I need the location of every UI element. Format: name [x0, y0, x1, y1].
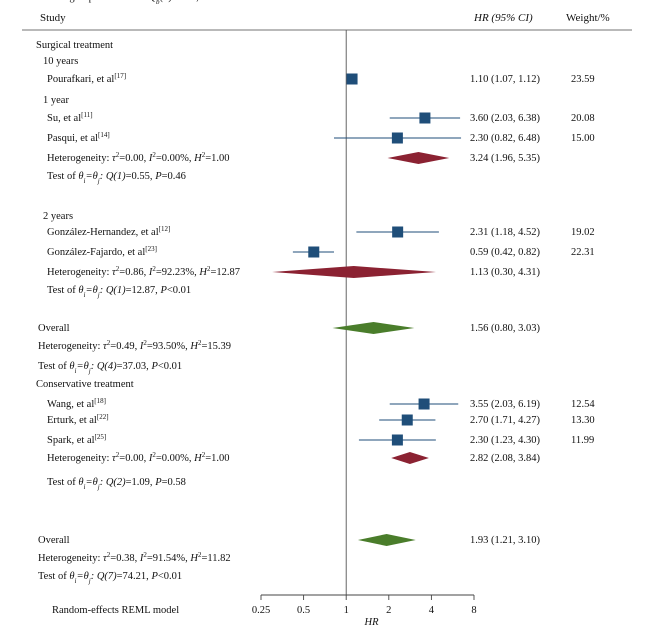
- overall-label: Overall: [38, 323, 70, 334]
- study-label: Su, et al[11]: [47, 111, 93, 124]
- study-hr-ci: 1.10 (1.07, 1.12): [470, 74, 540, 85]
- subgroup-header: 1 year: [43, 95, 69, 106]
- heterogeneity-stats: Heterogeneity: τ2=0.86, I2=92.23%, H2=12…: [47, 265, 240, 278]
- study-square: [346, 73, 358, 85]
- study-square: [391, 132, 403, 144]
- study-label: González-Fajardo, et al[23]: [47, 245, 157, 258]
- study-hr-ci: 2.30 (0.82, 6.48): [470, 133, 540, 144]
- study-hr-ci: 3.60 (2.03, 6.38): [470, 113, 540, 124]
- subgroup-hr-ci: 3.24 (1.96, 5.35): [470, 153, 540, 164]
- heterogeneity-stats: Heterogeneity: τ2=0.38, I2=91.54%, H2=11…: [38, 551, 231, 564]
- study-square: [308, 246, 320, 258]
- study-hr-ci: 3.55 (2.03, 6.19): [470, 399, 540, 410]
- heterogeneity-stats: Heterogeneity: τ2=0.00, I2=0.00%, H2=1.0…: [47, 451, 230, 464]
- x-tick-label: 0.25: [252, 605, 270, 616]
- study-weight: 19.02: [571, 227, 595, 238]
- subgroup-header: 2 years: [43, 211, 73, 222]
- x-axis-label: HR: [364, 617, 380, 628]
- study-weight: 13.30: [571, 415, 595, 426]
- weight-column-header: Weight/%: [566, 12, 610, 24]
- model-label: Random-effects REML model: [52, 605, 179, 616]
- group-header: Surgical treatment: [36, 40, 113, 51]
- study-hr-ci: 2.30 (1.23, 4.30): [470, 435, 540, 446]
- x-tick-label: 4: [429, 605, 435, 616]
- overall-diamond: [332, 322, 415, 334]
- study-label: Spark, et al[25]: [47, 433, 106, 446]
- study-weight: 20.08: [571, 113, 595, 124]
- homogeneity-test: Test of θi=θj: Q(1)=0.55, P=0.46: [47, 171, 186, 185]
- heterogeneity-stats: Heterogeneity: τ2=0.00, I2=0.00%, H2=1.0…: [47, 151, 230, 164]
- homogeneity-test: Test of θi=θj: Q(2)=1.09, P=0.58: [47, 477, 186, 491]
- overall-hr-ci: 1.93 (1.21, 3.10): [470, 535, 540, 546]
- study-hr-ci: 2.70 (1.71, 4.27): [470, 415, 540, 426]
- study-label: Erturk, et al[22]: [47, 413, 109, 426]
- subgroup-hr-ci: 2.82 (2.08, 3.84): [470, 453, 540, 464]
- homogeneity-test: Test of θi=θj: Q(7)=74.21, P<0.01: [38, 571, 182, 585]
- study-weight: 12.54: [571, 399, 595, 410]
- homogeneity-test: Test of θi=θj: Q(4)=37.03, P<0.01: [38, 361, 182, 375]
- x-tick-label: 0.5: [297, 605, 310, 616]
- subgroup-diamond: [272, 266, 436, 278]
- study-hr-ci: 0.59 (0.42, 0.82): [470, 247, 540, 258]
- rows-layer: Surgical treatment 10 years Pourafkari, et…: [36, 0, 595, 595]
- overall-label: Overall: [38, 535, 70, 546]
- study-square: [401, 414, 413, 426]
- study-weight: 15.00: [571, 133, 595, 144]
- x-axis: 0.25 0.5 1 2 4 8 HR Random-effects REML model: [52, 594, 477, 628]
- study-hr-ci: 2.31 (1.18, 4.52): [470, 227, 540, 238]
- subgroup-hr-ci: 1.13 (0.30, 4.31): [470, 267, 540, 278]
- study-square: [418, 398, 430, 410]
- hr-column-header: HR (95% CI): [473, 12, 533, 24]
- x-tick-label: 1: [344, 605, 349, 616]
- study-weight: 11.99: [571, 435, 594, 446]
- homogeneity-test: Test of θi=θj: Q(1)=12.87, P<0.01: [47, 285, 191, 299]
- x-tick-label: 2: [386, 605, 391, 616]
- study-weight: 22.31: [571, 247, 595, 258]
- subgroup-header: 10 years: [43, 56, 78, 67]
- study-square: [391, 434, 403, 446]
- study-weight: 23.59: [571, 74, 595, 85]
- study-column-header: Study: [40, 12, 66, 24]
- study-label: Pasqui, et al[14]: [47, 131, 110, 144]
- subgroup-diamond: [387, 152, 450, 164]
- group-header: Conservative treatment: [36, 379, 134, 390]
- overall-diamond: [357, 534, 416, 546]
- study-label: Pourafkari, et al[17]: [47, 72, 126, 85]
- subgroup-diamond: [391, 452, 429, 464]
- study-label: Wang, et al[18]: [47, 397, 106, 410]
- study-label: González-Hernandez, et al[12]: [47, 225, 170, 238]
- x-tick-label: 8: [471, 605, 476, 616]
- group-differences-test: Test of group differences: Qb(1)=2.52, P…: [38, 0, 232, 6]
- study-square: [392, 226, 404, 238]
- study-square: [419, 112, 431, 124]
- overall-hr-ci: 1.56 (0.80, 3.03): [470, 323, 540, 334]
- heterogeneity-stats: Heterogeneity: τ2=0.49, I2=93.50%, H2=15…: [38, 339, 231, 352]
